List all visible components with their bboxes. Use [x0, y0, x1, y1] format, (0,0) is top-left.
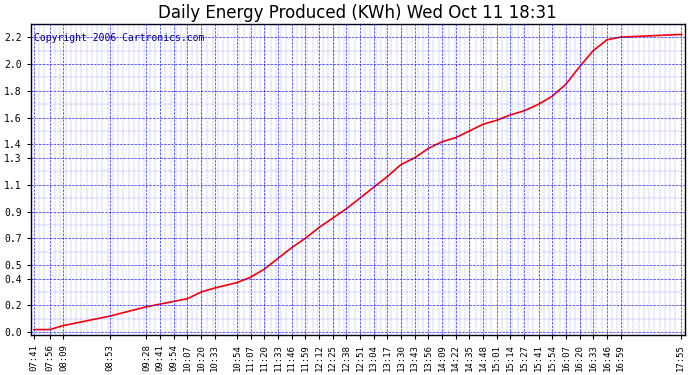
Text: Copyright 2006 Cartronics.com: Copyright 2006 Cartronics.com: [34, 33, 204, 43]
Title: Daily Energy Produced (KWh) Wed Oct 11 18:31: Daily Energy Produced (KWh) Wed Oct 11 1…: [159, 4, 557, 22]
